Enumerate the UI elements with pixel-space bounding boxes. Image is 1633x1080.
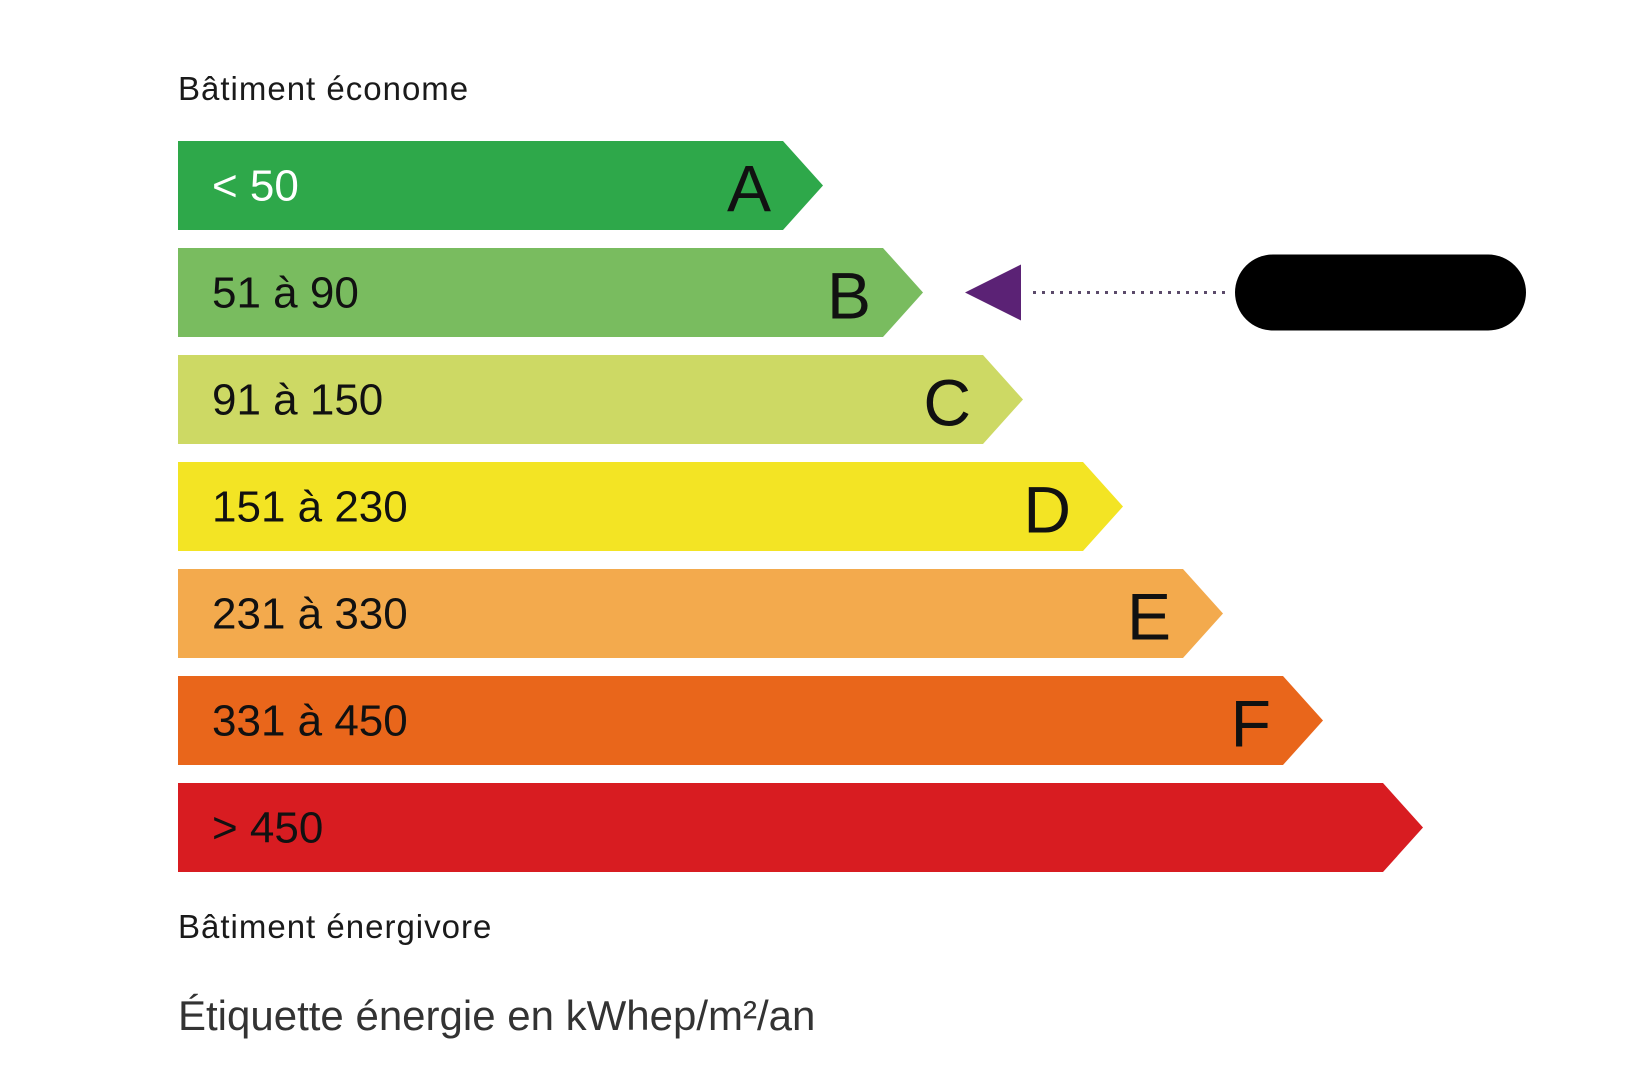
range-label-F: 331 à 450 <box>212 697 408 746</box>
bar-F <box>178 676 1323 765</box>
bar-A <box>178 141 823 230</box>
bar-E <box>178 569 1223 658</box>
class-letter-B: B <box>827 259 871 333</box>
class-letter-E: E <box>1127 580 1171 654</box>
title-inefficient: Bâtiment énergivore <box>178 908 493 945</box>
range-label-G: > 450 <box>212 804 323 853</box>
class-letter-F: F <box>1231 687 1271 761</box>
range-label-A: < 50 <box>212 162 299 211</box>
class-letter-A: A <box>727 152 771 226</box>
class-letter-C: C <box>923 366 971 440</box>
range-label-E: 231 à 330 <box>212 590 408 639</box>
bar-B <box>178 248 923 337</box>
range-label-D: 151 à 230 <box>212 483 408 532</box>
title-efficient: Bâtiment économe <box>178 70 470 107</box>
bar-D <box>178 462 1123 551</box>
class-letter-D: D <box>1023 473 1071 547</box>
bar-G <box>178 783 1423 872</box>
bar-C <box>178 355 1023 444</box>
range-label-B: 51 à 90 <box>212 269 359 318</box>
redacted-value <box>1235 254 1526 331</box>
indicator-arrow-icon <box>965 264 1021 321</box>
range-label-C: 91 à 150 <box>212 376 383 425</box>
unit-label: Étiquette énergie en kWhep/m²/an <box>178 992 816 1039</box>
